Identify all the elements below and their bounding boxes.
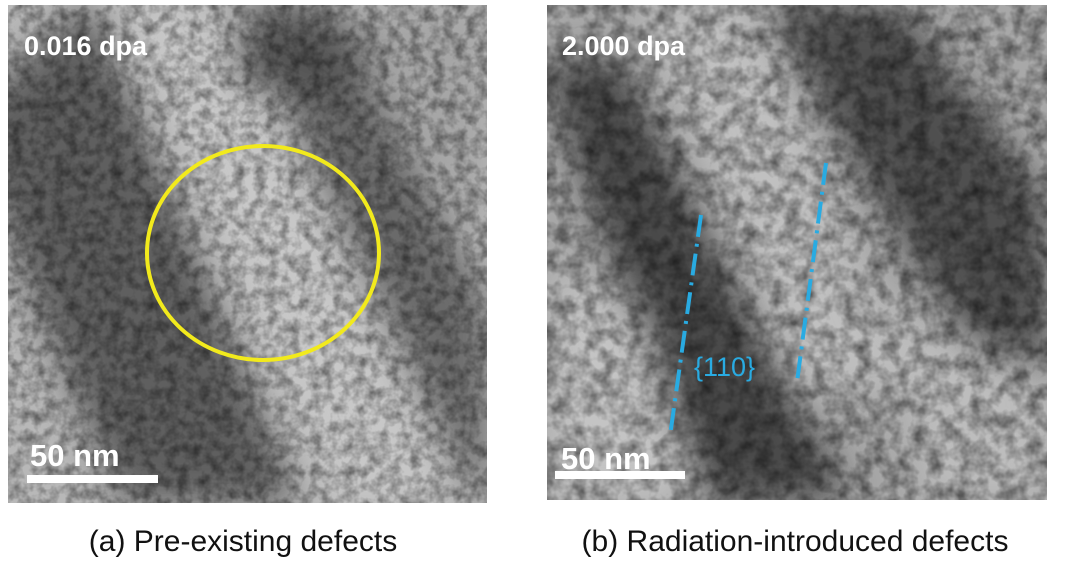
scale-label: 50 nm xyxy=(30,438,120,473)
micrograph-a xyxy=(0,0,487,503)
caption: (b) Radiation-introduced defects xyxy=(582,525,1009,558)
dose-label: 0.016 dpa xyxy=(24,31,148,61)
micrograph-b xyxy=(540,5,1047,500)
figure: 0.016 dpa 50 nm {110} 2.000 dpa 50 nm (a… xyxy=(0,0,1070,564)
scale-label: 50 nm xyxy=(561,441,651,476)
plane-label: {110} xyxy=(694,352,755,382)
caption: (a) Pre-existing defects xyxy=(89,525,397,558)
dose-label: 2.000 dpa xyxy=(562,31,686,61)
